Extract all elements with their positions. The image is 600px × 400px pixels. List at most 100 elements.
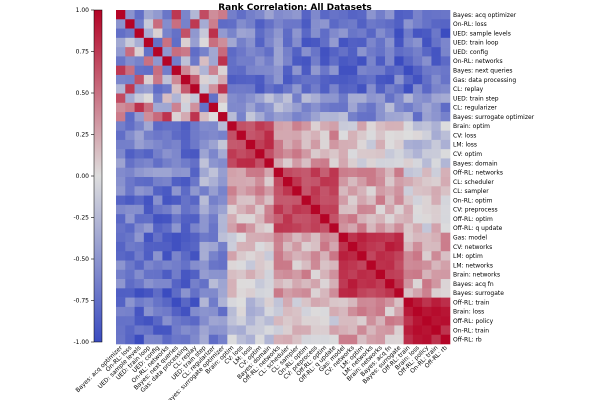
- heatmap-cell: [394, 149, 404, 159]
- row-label: LM: loss: [453, 142, 477, 149]
- heatmap-cell: [162, 74, 172, 85]
- heatmap-cell: [153, 177, 163, 187]
- heatmap-cell: [125, 260, 135, 271]
- heatmap-cell: [301, 325, 312, 336]
- heatmap-cell: [431, 251, 442, 261]
- heatmap-cell: [264, 306, 275, 317]
- heatmap-cell: [134, 19, 145, 29]
- heatmap-cell: [412, 214, 423, 224]
- heatmap-cell: [403, 325, 414, 336]
- heatmap-cell: [171, 139, 182, 150]
- heatmap-cell: [208, 186, 219, 196]
- heatmap-cell: [208, 84, 219, 94]
- heatmap-cell: [403, 93, 414, 104]
- heatmap-cell: [283, 232, 293, 243]
- heatmap-cell: [153, 74, 163, 85]
- heatmap-cell: [301, 112, 312, 122]
- heatmap-cell: [245, 279, 256, 289]
- row-label: On-RL: train: [453, 327, 489, 334]
- heatmap-cell: [310, 74, 321, 85]
- heatmap-cell: [347, 279, 358, 289]
- heatmap-cell: [394, 74, 404, 85]
- heatmap-cell: [255, 139, 265, 150]
- heatmap-cell: [385, 10, 395, 20]
- heatmap-cell: [422, 297, 432, 308]
- heatmap-cell: [366, 28, 377, 39]
- heatmap-cell: [412, 10, 423, 20]
- heatmap-cell: [143, 65, 154, 76]
- heatmap-cell: [171, 316, 182, 326]
- heatmap-cell: [403, 139, 414, 150]
- heatmap-cell: [338, 195, 349, 206]
- heatmap-cell: [357, 167, 367, 178]
- heatmap-cell: [208, 102, 219, 113]
- heatmap-cell: [320, 65, 330, 76]
- heatmap-cell: [116, 56, 126, 66]
- heatmap-cell: [236, 251, 247, 261]
- heatmap-cell: [385, 74, 395, 85]
- heatmap-cell: [301, 149, 312, 159]
- heatmap-cell: [227, 130, 237, 141]
- heatmap-cell: [320, 241, 330, 252]
- heatmap-cell: [310, 10, 321, 20]
- heatmap-cell: [394, 325, 404, 336]
- heatmap-cell: [357, 93, 367, 104]
- heatmap-cell: [431, 177, 442, 187]
- heatmap-cell: [385, 139, 395, 150]
- heatmap-cell: [264, 167, 275, 178]
- heatmap-cell: [347, 232, 358, 243]
- heatmap-cell: [134, 223, 145, 233]
- heatmap-cell: [283, 288, 293, 298]
- heatmap-cell: [338, 65, 349, 76]
- heatmap-cell: [375, 158, 386, 169]
- heatmap-cell: [171, 158, 182, 169]
- heatmap-cell: [116, 177, 126, 187]
- heatmap-cell: [153, 28, 163, 39]
- heatmap-cell: [264, 130, 275, 141]
- heatmap-cell: [422, 325, 432, 336]
- heatmap-cell: [236, 269, 247, 280]
- heatmap-cell: [403, 251, 414, 261]
- heatmap-cell: [385, 334, 395, 345]
- heatmap-cell: [385, 47, 395, 57]
- heatmap-cell: [245, 186, 256, 196]
- heatmap-cell: [301, 167, 312, 178]
- heatmap-cell: [357, 130, 367, 141]
- heatmap-cell: [245, 28, 256, 39]
- heatmap-cell: [357, 325, 367, 336]
- heatmap-cell: [125, 19, 135, 29]
- heatmap-cell: [180, 334, 191, 345]
- heatmap-cell: [264, 102, 275, 113]
- heatmap-cell: [357, 288, 367, 298]
- heatmap-cell: [180, 241, 191, 252]
- heatmap-cell: [218, 102, 228, 113]
- heatmap-cell: [245, 167, 256, 178]
- heatmap-cell: [255, 84, 265, 94]
- heatmap-cell: [366, 167, 377, 178]
- heatmap-cell: [190, 10, 200, 20]
- heatmap-cell: [264, 288, 275, 298]
- heatmap-cell: [320, 158, 330, 169]
- heatmap-cell: [329, 28, 339, 39]
- heatmap-cell: [208, 334, 219, 345]
- heatmap-cell: [366, 84, 377, 94]
- heatmap-cell: [134, 288, 145, 298]
- heatmap-cell: [403, 195, 414, 206]
- heatmap-cell: [357, 260, 367, 271]
- heatmap-cell: [273, 177, 284, 187]
- heatmap-cell: [422, 195, 432, 206]
- heatmap-cell: [153, 334, 163, 345]
- heatmap-cell: [208, 325, 219, 336]
- heatmap-cell: [412, 334, 423, 345]
- heatmap-cell: [143, 334, 154, 345]
- heatmap-cell: [338, 10, 349, 20]
- heatmap-cell: [422, 112, 432, 122]
- heatmap-cell: [310, 241, 321, 252]
- heatmap-cell: [301, 139, 312, 150]
- heatmap-cell: [310, 306, 321, 317]
- heatmap-cell: [245, 93, 256, 104]
- heatmap-cell: [180, 28, 191, 39]
- heatmap-cell: [190, 325, 200, 336]
- heatmap-cell: [320, 10, 330, 20]
- heatmap-cell: [357, 37, 367, 48]
